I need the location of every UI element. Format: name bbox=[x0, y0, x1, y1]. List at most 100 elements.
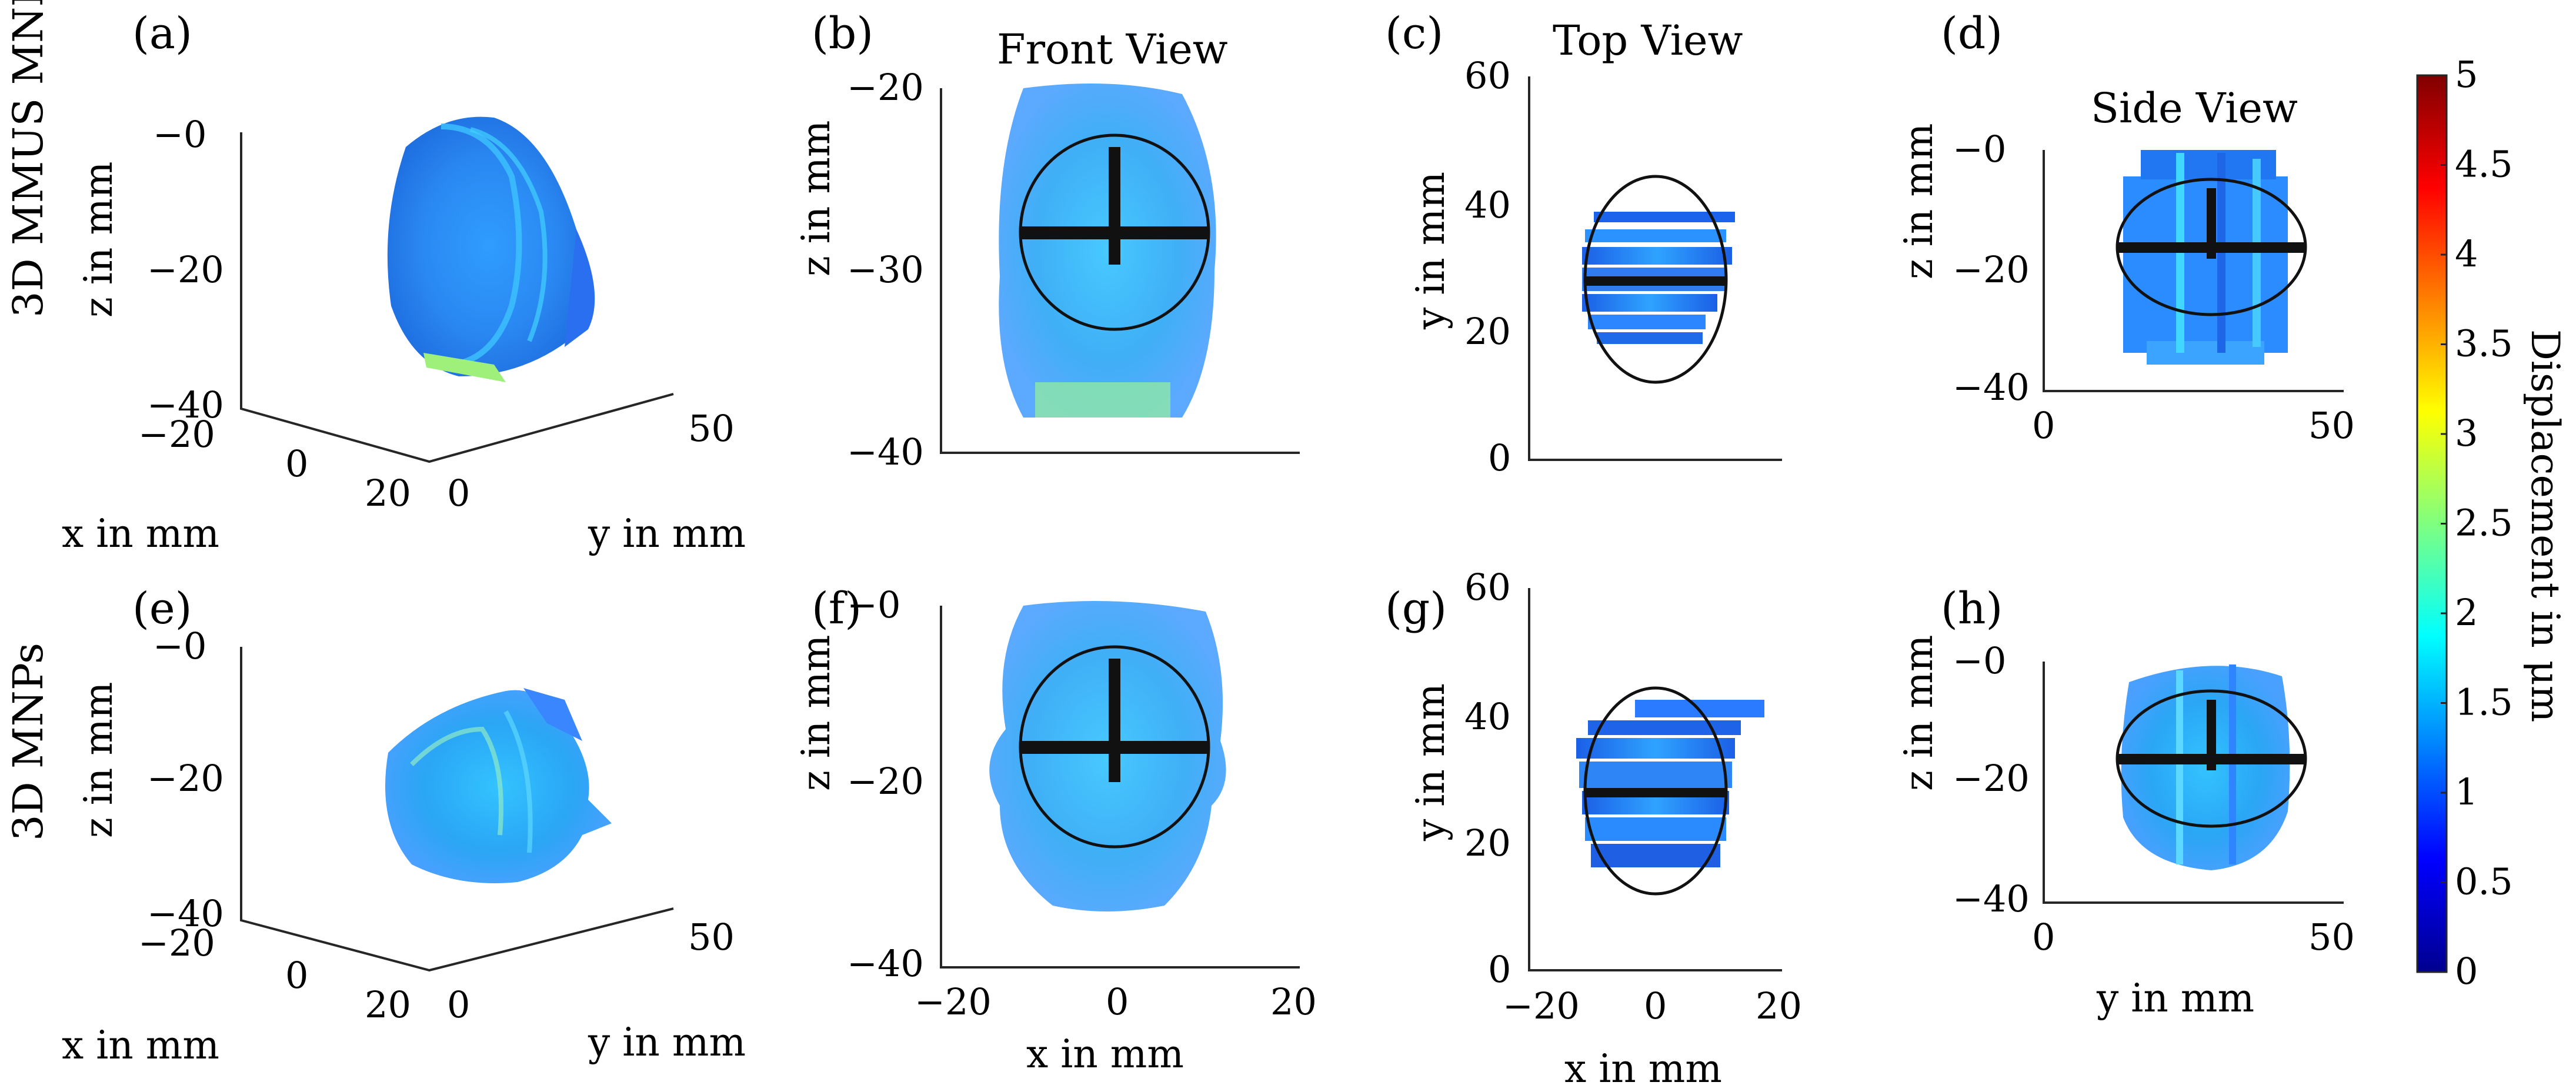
panel-label-g: (g) bbox=[1385, 583, 1447, 634]
x-tick-f-2: 20 bbox=[1270, 980, 1317, 1023]
volume-g bbox=[1576, 700, 1764, 867]
volume-b bbox=[999, 84, 1216, 418]
z-tick-a-2: −40 bbox=[147, 383, 224, 426]
y-axis-label-a: y in mm bbox=[588, 511, 746, 556]
y-tick-c-1: 40 bbox=[1464, 183, 1511, 226]
x-axis-label-g: x in mm bbox=[1564, 1046, 1722, 1091]
y-tick-b-1: −30 bbox=[847, 248, 924, 291]
panel-label-c: (c) bbox=[1385, 8, 1443, 59]
axes-g bbox=[1528, 588, 1782, 971]
panel-c: (c) Top View y in mm 60 40 20 0 bbox=[1385, 8, 1782, 479]
phantom-outline-f bbox=[1019, 645, 1210, 849]
axes-b bbox=[940, 88, 1300, 454]
y-tick-g-1: 40 bbox=[1464, 695, 1511, 738]
panel-label-a: (a) bbox=[132, 8, 192, 59]
x-tick-g-2: 20 bbox=[1756, 984, 1802, 1027]
volume-d bbox=[2123, 150, 2288, 365]
x-tick-f-1: 0 bbox=[1106, 980, 1129, 1023]
x-tick-e-2: 20 bbox=[365, 983, 411, 1026]
colorbar-ticks: 0 0.5 1 1.5 2 2.5 3 3.5 4 4.5 5 bbox=[2441, 53, 2513, 993]
colorbar: 0 0.5 1 1.5 2 2.5 3 3.5 4 4.5 5 Displacement in μm bbox=[2416, 53, 2568, 993]
x-axis-label-e: x in mm bbox=[62, 1023, 219, 1068]
y-tick-d-2: −40 bbox=[1953, 366, 2030, 409]
axes-c bbox=[1528, 76, 1782, 461]
panel-g: (g) y in mm 60 40 20 0 −20 0 20 x in mm bbox=[1385, 566, 1802, 1091]
phantom-outline-h bbox=[2115, 689, 2307, 828]
colorbar-tick-label: 1.5 bbox=[2455, 681, 2513, 724]
y-tick-b-0: −20 bbox=[847, 66, 924, 109]
panel-f: (f) z in mm −0 −20 −40 −20 0 20 x in mm bbox=[793, 583, 1317, 1077]
colorbar-tick-label: 2 bbox=[2455, 591, 2478, 634]
x-tick-d-1: 50 bbox=[2308, 404, 2355, 447]
phantom-outline-g bbox=[1583, 686, 1728, 896]
x-tick-g-0: −20 bbox=[1503, 984, 1580, 1027]
panel-b: (b) Front View z in mm −20 −30 −40 bbox=[793, 8, 1300, 473]
panel-label-b: (b) bbox=[812, 8, 873, 59]
x-axis-label-f: x in mm bbox=[1026, 1031, 1184, 1077]
y-axis-label-h: z in mm bbox=[1896, 635, 1941, 791]
y-tick-h-2: −40 bbox=[1953, 877, 2030, 920]
y-tick-f-2: −40 bbox=[847, 942, 924, 985]
volume-f bbox=[989, 601, 1226, 911]
colorbar-tick-label: 5 bbox=[2455, 53, 2478, 96]
x-tick-d-0: 0 bbox=[2032, 404, 2055, 447]
panel-d: (d) Side View z in mm −0 −20 −40 0 50 bbox=[1896, 8, 2355, 447]
phantom-outline-b bbox=[1019, 133, 1210, 331]
panel-label-f: (f) bbox=[812, 583, 862, 634]
z-tick-e-2: −40 bbox=[147, 892, 224, 935]
panel-a: (a) z in mm −0 −20 −40 −20 0 20 0 50 x i… bbox=[62, 8, 746, 556]
axes-3d-e bbox=[240, 647, 674, 972]
row-label-1: 3D MMUS MNPs bbox=[4, 0, 52, 318]
y-tick-d-1: −20 bbox=[1953, 248, 2030, 291]
x-tick-e-1: 0 bbox=[285, 954, 308, 997]
x-tick-g-1: 0 bbox=[1644, 984, 1667, 1027]
colorbar-tick-label: 3 bbox=[2455, 412, 2478, 455]
panel-label-h: (h) bbox=[1941, 583, 2003, 634]
y-tick-c-2: 20 bbox=[1464, 310, 1511, 353]
volume-e bbox=[385, 688, 612, 883]
axes-h bbox=[2043, 662, 2344, 904]
colorbar-tick-label: 2.5 bbox=[2455, 502, 2513, 545]
y-tick-d-0: −0 bbox=[1953, 128, 2006, 171]
colorbar-tick-label: 1 bbox=[2455, 770, 2478, 813]
z-tick-a-1: −20 bbox=[147, 248, 224, 291]
colorbar-tick-label: 0.5 bbox=[2455, 860, 2513, 903]
y-tick-b-2: −40 bbox=[847, 430, 924, 473]
colorbar-tick-label: 4.5 bbox=[2455, 143, 2513, 186]
colorbar-label: Displacement in μm bbox=[2522, 329, 2568, 722]
colorbar-tick-label: 4 bbox=[2455, 232, 2478, 275]
view-title-c: Top View bbox=[1553, 16, 1743, 65]
y-tick-g-2: 20 bbox=[1464, 821, 1511, 864]
axes-3d-a bbox=[240, 132, 674, 463]
panel-label-e: (e) bbox=[132, 583, 192, 634]
z-tick-e-1: −20 bbox=[147, 757, 224, 800]
x-tick-a-0: −20 bbox=[138, 413, 215, 456]
colorbar-tick-label: 3.5 bbox=[2455, 322, 2513, 365]
axes-f bbox=[940, 606, 1300, 969]
y-tick-a-1: 50 bbox=[688, 407, 735, 450]
y-axis-label-d: z in mm bbox=[1896, 123, 1941, 279]
y-axis-label-c: y in mm bbox=[1408, 172, 1453, 330]
x-tick-h-1: 50 bbox=[2308, 916, 2355, 959]
y-tick-g-0: 60 bbox=[1464, 566, 1511, 609]
z-tick-e-0: −0 bbox=[153, 625, 206, 667]
y-axis-label-e: y in mm bbox=[588, 1020, 746, 1065]
y-tick-c-0: 60 bbox=[1464, 54, 1511, 97]
z-tick-a-0: −0 bbox=[153, 113, 206, 156]
x-tick-a-2: 20 bbox=[365, 472, 411, 515]
z-axis-label-e: z in mm bbox=[76, 682, 121, 838]
y-tick-e-1: 50 bbox=[688, 916, 735, 959]
x-tick-h-0: 0 bbox=[2032, 916, 2055, 959]
phantom-outline-c bbox=[1583, 175, 1728, 384]
volume-a bbox=[387, 116, 595, 382]
x-tick-a-1: 0 bbox=[285, 442, 308, 485]
y-tick-e-0: 0 bbox=[447, 983, 470, 1026]
y-tick-g-3: 0 bbox=[1488, 948, 1511, 991]
row-label-2: 3D MNPs bbox=[4, 643, 52, 841]
x-axis-label-h: y in mm bbox=[2096, 976, 2254, 1021]
panel-h: (h) z in mm −0 −20 −40 0 50 y in mm bbox=[1896, 583, 2355, 1021]
volume-h bbox=[2121, 664, 2290, 870]
panel-e: (e) z in mm −0 −20 −40 −20 0 20 0 50 x i… bbox=[62, 583, 746, 1068]
y-tick-f-1: −20 bbox=[847, 760, 924, 803]
